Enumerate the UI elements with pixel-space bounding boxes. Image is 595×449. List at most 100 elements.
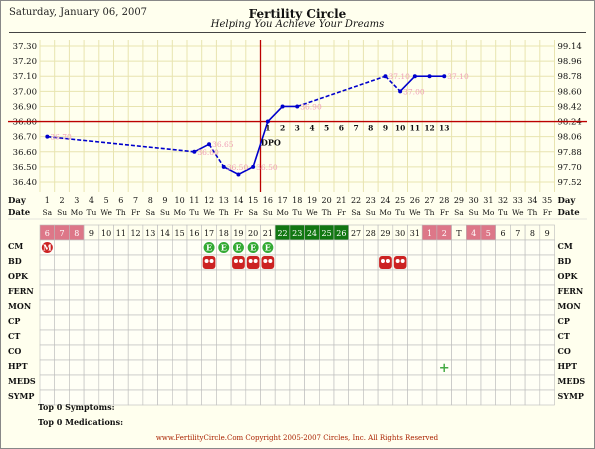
obs-cell (113, 254, 129, 271)
obs-cell (318, 284, 335, 301)
obs-cell (127, 359, 144, 376)
obs-row-label-right: MEDS (558, 376, 586, 386)
chart-date: Saturday, January 06, 2007 (9, 7, 148, 18)
day-number: 10 (175, 196, 185, 205)
obs-cell (333, 359, 349, 376)
temp-point (295, 104, 300, 109)
date-label: 26 (336, 229, 346, 238)
obs-cell (363, 254, 379, 271)
obs-cell (377, 359, 394, 376)
obs-cell (216, 329, 232, 346)
bd-heart-glyph (253, 259, 258, 263)
date-label: 28 (366, 229, 376, 238)
obs-cell (289, 299, 305, 316)
obs-cell (230, 389, 247, 406)
obs-cell (127, 239, 144, 256)
day-number: 22 (351, 196, 361, 205)
obs-cell (39, 374, 55, 391)
obs-cell (407, 359, 423, 376)
obs-cell (333, 299, 349, 316)
obs-cell (524, 374, 541, 391)
obs-cell (407, 254, 423, 271)
obs-cell (421, 269, 438, 286)
obs-cell (539, 269, 555, 286)
obs-cell (274, 329, 291, 346)
obs-cell (539, 284, 555, 301)
date-label: 16 (189, 229, 199, 238)
temp-point (398, 89, 403, 94)
obs-row-label: HPT (8, 361, 28, 371)
obs-row-label-right: CM (558, 241, 573, 251)
obs-cell (392, 344, 408, 361)
obs-row-label-right: CT (558, 331, 570, 341)
obs-cell (274, 374, 291, 391)
obs-cell (186, 329, 202, 346)
obs-cell (480, 389, 496, 406)
date-label: 24 (307, 229, 317, 238)
obs-cell (318, 269, 335, 286)
obs-cell (318, 329, 335, 346)
obs-cell (142, 374, 158, 391)
dpo-number: 10 (395, 124, 405, 133)
obs-cell (54, 374, 70, 391)
weekday-label: Fr (234, 208, 243, 217)
obs-cell (98, 269, 114, 286)
obs-cell (524, 299, 541, 316)
obs-cell (127, 314, 144, 331)
obs-cell (230, 299, 247, 316)
obs-cell (245, 389, 261, 406)
obs-cell (480, 269, 496, 286)
obs-cell (304, 344, 320, 361)
obs-cell (142, 254, 158, 271)
y-tick-label-c: 37.20 (13, 57, 37, 67)
obs-cell (172, 329, 188, 346)
date-label: 7 (60, 229, 65, 238)
weekday-label: Th (116, 208, 126, 217)
obs-cell (216, 314, 232, 331)
temp-line-segment (223, 166, 239, 176)
site-subtitle: Helping You Achieve Your Dreams (210, 19, 385, 30)
obs-cell (69, 344, 85, 361)
obs-cell (333, 329, 349, 346)
date-label: 4 (471, 229, 476, 238)
row-label-date-right: Date (558, 208, 581, 218)
obs-cell (69, 299, 85, 316)
obs-cell (245, 359, 261, 376)
obs-cell (510, 344, 526, 361)
obs-cell (451, 359, 467, 376)
weekday-label: Su (366, 208, 376, 217)
bd-heart-glyph (400, 259, 405, 263)
obs-cell (465, 284, 482, 301)
day-number: 9 (162, 196, 167, 205)
temp-line-segment (296, 75, 386, 108)
day-number: 25 (395, 196, 405, 205)
obs-cell (510, 389, 526, 406)
obs-cell (274, 239, 291, 256)
obs-cell (348, 239, 364, 256)
day-number: 35 (542, 196, 552, 205)
weekday-label: We (306, 208, 318, 217)
day-number: 27 (424, 196, 434, 205)
obs-cell (333, 389, 349, 406)
obs-cell (304, 359, 320, 376)
obs-cell (539, 299, 555, 316)
bd-heart-icon (232, 256, 245, 269)
obs-cell (333, 284, 349, 301)
weekday-label: We (100, 208, 112, 217)
obs-cell (348, 374, 364, 391)
obs-cell (98, 374, 114, 391)
day-number: 33 (513, 196, 523, 205)
obs-cell (113, 299, 129, 316)
day-number: 14 (233, 196, 243, 205)
obs-cell (113, 314, 129, 331)
date-label: 13 (145, 229, 155, 238)
obs-cell (83, 269, 100, 286)
obs-cell (230, 374, 247, 391)
day-number: 3 (74, 196, 79, 205)
weekday-label: Su (160, 208, 170, 217)
temp-point-label: 36.50 (256, 163, 278, 172)
obs-cell (407, 344, 423, 361)
obs-cell (539, 344, 555, 361)
y-tick-label-f: 98.06 (558, 133, 582, 143)
obs-cell (274, 269, 291, 286)
